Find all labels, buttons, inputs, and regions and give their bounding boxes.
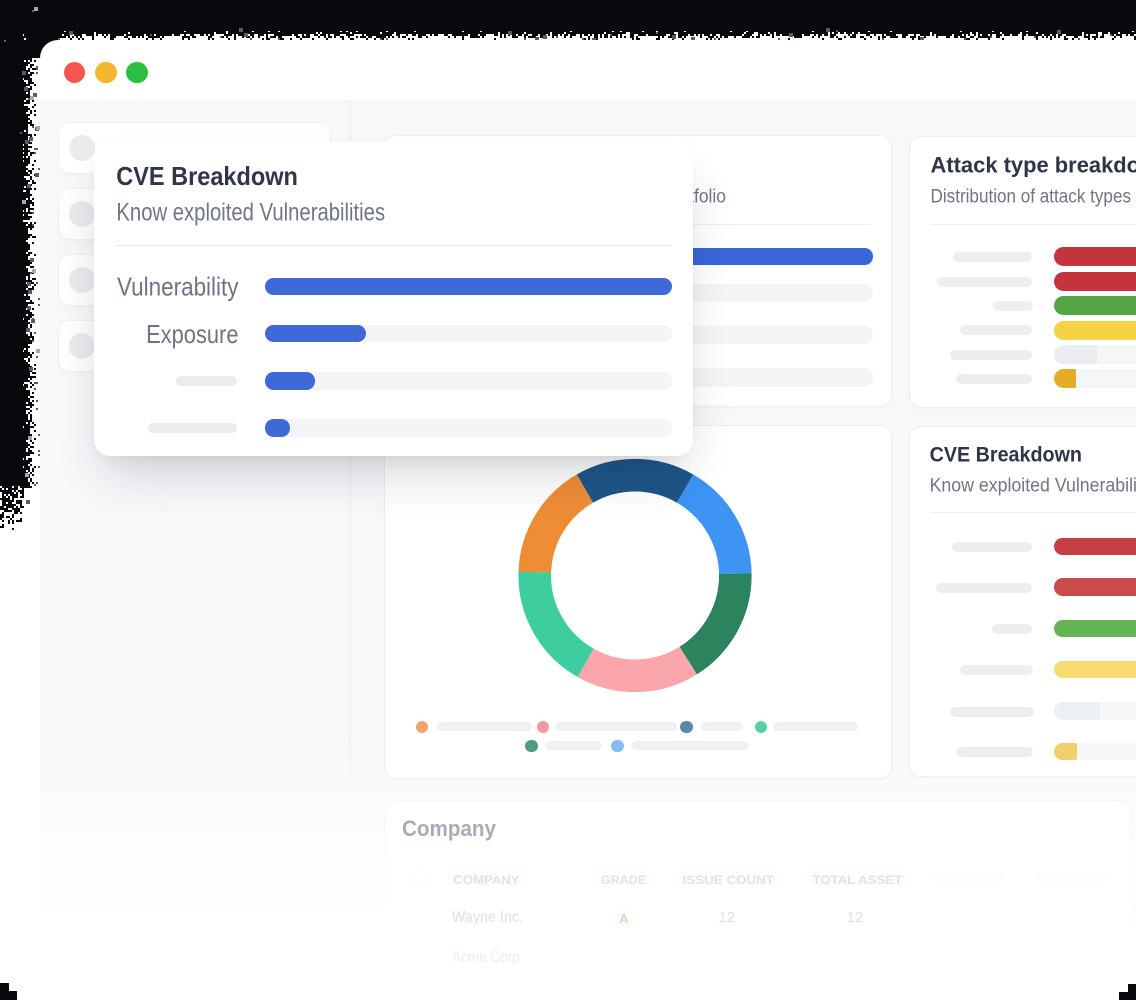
svg-text:CVE Breakdown: CVE Breakdown: [116, 161, 298, 191]
svg-text:12: 12: [847, 909, 864, 926]
svg-text:GRADE: GRADE: [601, 875, 647, 887]
svg-text:Attack type breakdown: Attack type breakdown: [931, 152, 1136, 177]
svg-text:ISSUE COUNT: ISSUE COUNT: [683, 875, 774, 887]
svg-text:Know exploited Vulnerabilities: Know exploited Vulnerabilities: [116, 199, 385, 227]
svg-text:CVE Breakdown: CVE Breakdown: [930, 444, 1082, 467]
svg-text:Company: Company: [402, 816, 497, 841]
svg-text:A: A: [619, 912, 628, 926]
svg-text:12: 12: [718, 909, 735, 926]
svg-text:Exposure: Exposure: [146, 319, 238, 349]
svg-text:TOTAL ASSET: TOTAL ASSET: [813, 875, 903, 887]
svg-text:Acme Corp: Acme Corp: [452, 949, 520, 966]
svg-text:Know exploited Vulnerabilities: Know exploited Vulnerabilities: [930, 476, 1136, 497]
svg-text:Vulnerability: Vulnerability: [117, 272, 239, 302]
svg-text:Wayne Inc.: Wayne Inc.: [452, 909, 523, 926]
svg-text:Distribution of attack types: Distribution of attack types: [931, 187, 1132, 208]
svg-text:COMPANY: COMPANY: [453, 875, 520, 887]
